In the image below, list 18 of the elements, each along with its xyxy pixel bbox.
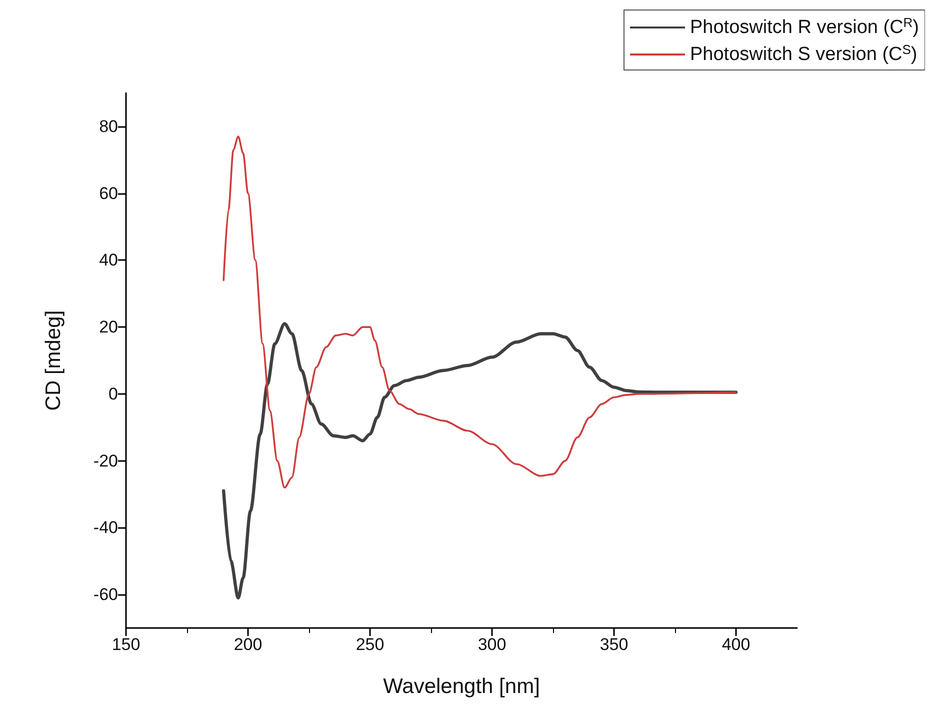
y-tick-label: -60 <box>93 585 118 604</box>
y-tick-label: -20 <box>93 451 118 470</box>
y-tick-label: 0 <box>108 384 118 404</box>
x-tick-label: 150 <box>112 635 140 654</box>
y-tick-label: -40 <box>93 518 118 538</box>
x-tick-label: 400 <box>722 635 750 654</box>
line-series <box>222 322 738 600</box>
y-tick-label: 20 <box>99 318 118 337</box>
y-axis-title: CD [mdeg] <box>42 310 65 411</box>
x-axis-title: Wavelength [nm] <box>383 675 540 698</box>
x-tick-label: 300 <box>478 635 506 654</box>
x-tick-label: 350 <box>600 635 628 654</box>
y-tick-label: 80 <box>99 116 118 136</box>
x-tick-label: 200 <box>234 635 262 654</box>
y-tick-label: 40 <box>99 250 118 270</box>
line-series <box>222 136 737 488</box>
y-tick-label: 60 <box>99 184 118 203</box>
x-tick-label: 250 <box>356 635 384 654</box>
